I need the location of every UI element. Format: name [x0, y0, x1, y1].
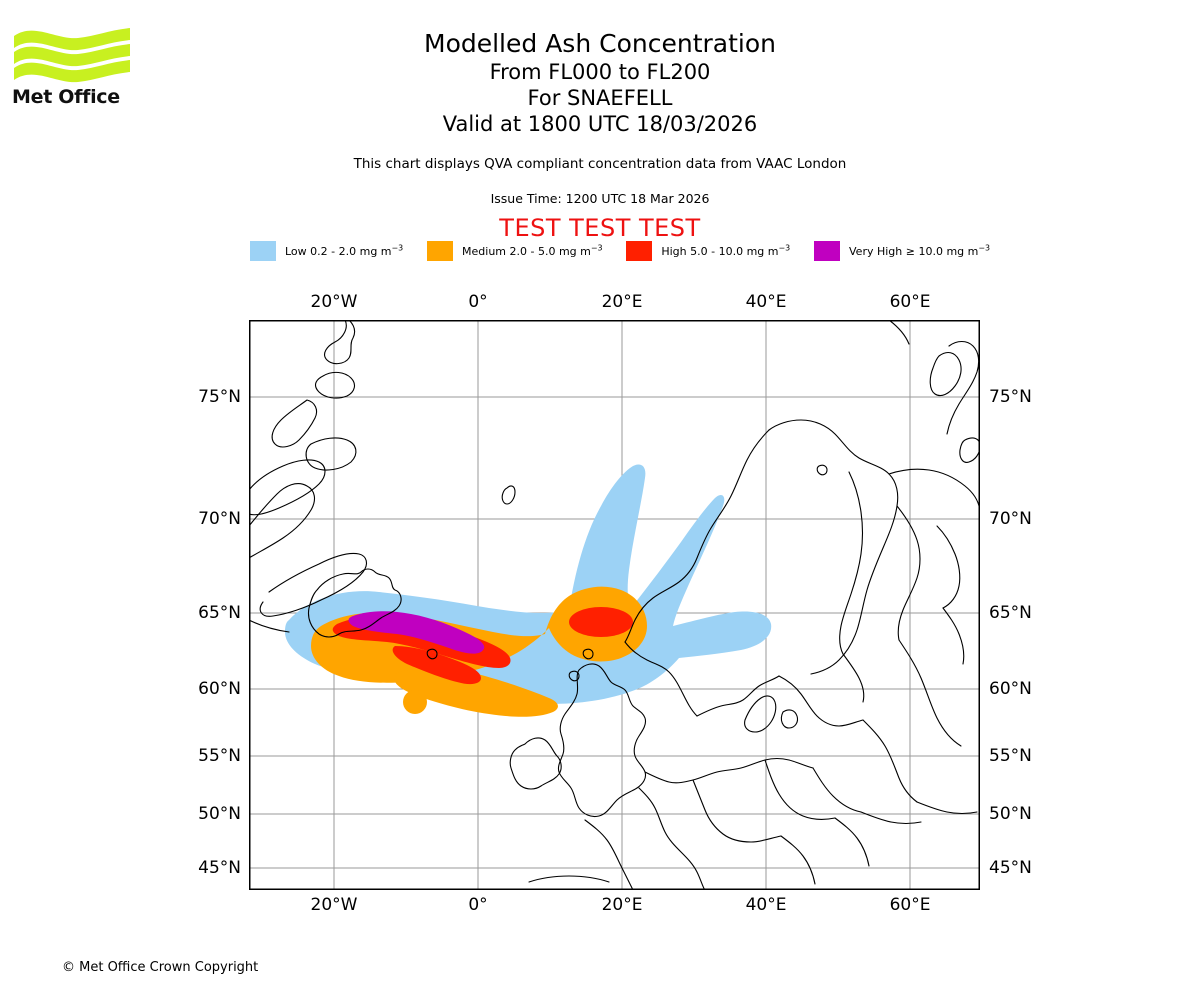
lon-tick-bottom-0: 20°W [310, 895, 358, 915]
lat-tick-left-3: 60°N [198, 679, 241, 699]
test-banner: TEST TEST TEST [499, 214, 701, 242]
legend-label-medium: Medium 2.0 - 5.0 mg m−3 [462, 242, 603, 258]
title-line-4: Valid at 1800 UTC 18/03/2026 [442, 112, 758, 136]
coast-kola-whitesea [888, 468, 980, 515]
logo-wordmark: Met Office [12, 86, 120, 108]
legend-swatch-high [626, 241, 653, 261]
coast-europe-north [644, 757, 814, 784]
ash-concentration-map [249, 320, 980, 890]
border-sweden-finland [839, 471, 864, 655]
lat-tick-left-6: 45°N [198, 858, 241, 878]
coast-iceland [307, 568, 402, 638]
legend-entry-very-high: Very High ≥ 10.0 mg m−3 [814, 241, 990, 261]
lat-tick-right-5: 50°N [989, 804, 1032, 824]
lat-tick-left-4: 55°N [198, 746, 241, 766]
lon-tick-bottom-2: 20°E [601, 895, 643, 915]
plume-band-very-high [348, 611, 485, 654]
lat-tick-right-2: 65°N [989, 603, 1032, 623]
lon-tick-bottom-3: 40°E [745, 895, 787, 915]
lon-tick-top-0: 20°W [310, 292, 358, 312]
coast-novaya-zemlya [946, 340, 980, 435]
plume-band-medium [311, 586, 647, 683]
lon-tick-top-3: 40°E [745, 292, 787, 312]
coast-great-britain [557, 663, 647, 818]
coast-denmark [744, 695, 777, 733]
lat-tick-left-0: 75°N [198, 387, 241, 407]
copyright-notice: © Met Office Crown Copyright [62, 960, 259, 975]
map-canvas [249, 320, 980, 890]
legend-swatch-very-high [814, 241, 840, 261]
lat-tick-left-5: 50°N [198, 804, 241, 824]
coastlines [249, 320, 980, 890]
lat-tick-right-3: 60°N [989, 679, 1032, 699]
lat-tick-right-6: 45°N [989, 858, 1032, 878]
lon-tick-top-2: 20°E [601, 292, 643, 312]
legend-swatch-medium [427, 241, 454, 261]
lat-tick-left-1: 70°N [198, 509, 241, 529]
lat-tick-right-4: 55°N [989, 746, 1032, 766]
concentration-legend: Low 0.2 - 2.0 mg m−3 Medium 2.0 - 5.0 mg… [250, 240, 990, 262]
legend-swatch-low [250, 241, 276, 261]
plume-medium-spot [403, 690, 427, 714]
map-frame [249, 320, 980, 890]
legend-entry-high: High 5.0 - 10.0 mg m−3 [626, 241, 790, 261]
plume-high-core-east [569, 607, 633, 637]
plume-medium-lobe-south [393, 668, 558, 717]
met-office-waves-icon [14, 28, 130, 83]
met-office-logo: Met Office [12, 24, 132, 114]
title-line-1: Modelled Ash Concentration [424, 29, 776, 58]
title-line-2: From FL000 to FL200 [489, 60, 711, 84]
lon-tick-top-1: 0° [468, 292, 488, 312]
legend-entry-medium: Medium 2.0 - 5.0 mg m−3 [427, 241, 603, 261]
coast-faroes [426, 648, 438, 660]
coast-jan-mayen [501, 485, 516, 505]
coast-greenland-main [249, 483, 316, 559]
chart-subtitle: This chart displays QVA compliant concen… [353, 156, 847, 172]
border-finland-russia [896, 505, 921, 641]
legend-label-low: Low 0.2 - 2.0 mg m−3 [285, 242, 404, 258]
plume-high-tail [392, 646, 481, 685]
legend-label-very-high: Very High ≥ 10.0 mg m−3 [849, 242, 991, 258]
coast-ireland [509, 737, 562, 790]
lat-tick-left-2: 65°N [198, 603, 241, 623]
ash-plume-contours [285, 464, 772, 717]
legend-entry-low: Low 0.2 - 2.0 mg m−3 [250, 241, 403, 261]
lon-tick-bottom-4: 60°E [889, 895, 931, 915]
legend-label-high: High 5.0 - 10.0 mg m−3 [661, 242, 791, 258]
border-europe-central [692, 779, 782, 843]
coast-greenland [324, 320, 356, 365]
lon-tick-top-4: 60°E [889, 292, 931, 312]
issue-time: Issue Time: 1200 UTC 18 Mar 2026 [490, 191, 710, 206]
lat-tick-right-1: 70°N [989, 509, 1032, 529]
coast-france-iberia [638, 787, 706, 890]
page-title: Modelled Ash Concentration From FL000 to… [0, 28, 1200, 137]
coast-norway-west [624, 429, 770, 643]
title-line-3: For SNAEFELL [527, 86, 673, 110]
lon-tick-bottom-1: 0° [468, 895, 488, 915]
lat-tick-right-0: 75°N [989, 387, 1032, 407]
